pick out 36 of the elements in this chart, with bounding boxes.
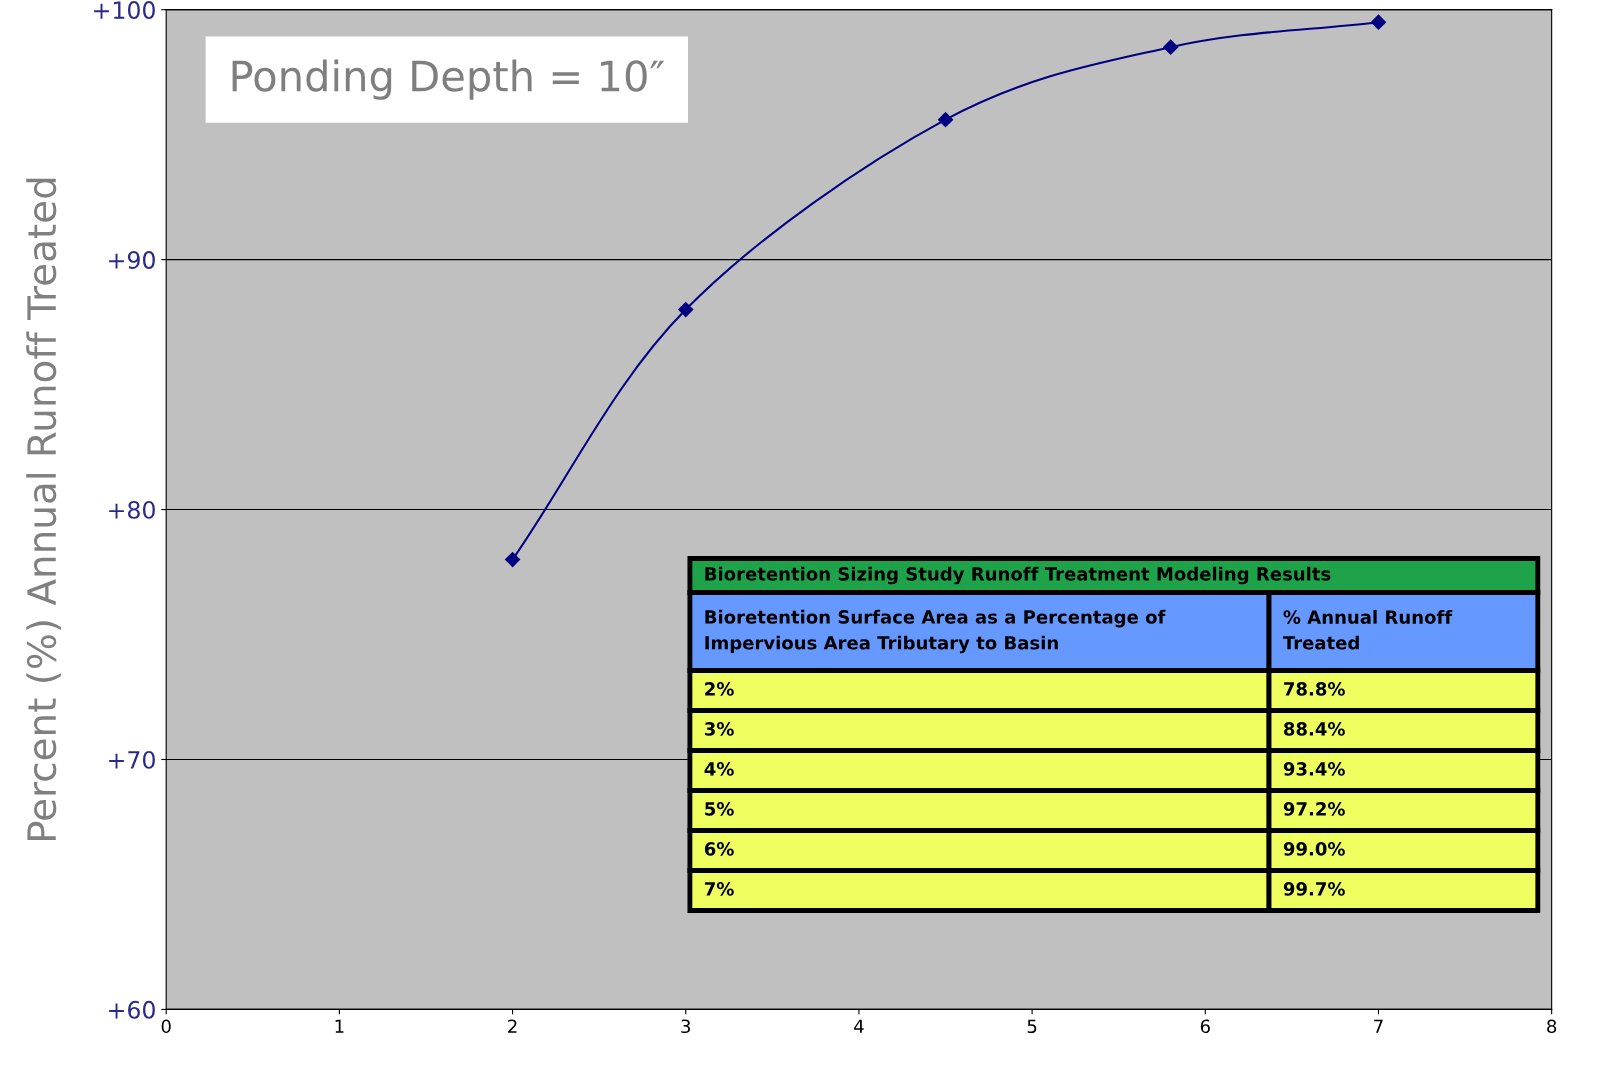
annotation: 7% <box>704 882 734 896</box>
point <box>1163 39 1179 55</box>
y-axis-title: Percent (%) Annual Runoff Treated <box>26 178 61 841</box>
annotation: 99.7% <box>1283 882 1345 896</box>
annotation: 2% <box>705 682 734 696</box>
y-tick-label: +60 <box>109 1000 155 1019</box>
x-tick-label: 8 <box>1547 1019 1557 1034</box>
annotation: 5% <box>705 802 734 816</box>
annotation: Bioretention Surface Area as a Percentage of Impervious Area Tributary to Basin <box>705 609 1166 654</box>
x-tick-label: 5 <box>1027 1019 1037 1034</box>
x-tick-label: 0 <box>161 1019 171 1034</box>
point <box>937 112 954 128</box>
point <box>1370 14 1387 30</box>
annotation: Bioretention Sizing Study Runoff Treatment Modeling Results <box>705 566 1331 585</box>
annotation: 97.2% <box>1283 802 1345 816</box>
y-tick-label: +90 <box>109 251 155 269</box>
annotation: 4% <box>704 762 734 776</box>
x-tick-label: 7 <box>1374 1019 1383 1033</box>
annotation: 6% <box>704 842 734 856</box>
point <box>678 302 694 318</box>
x-tick-label: 3 <box>681 1019 691 1034</box>
annotation: Ponding Depth = 10″ <box>232 59 665 100</box>
x-tick-label: 2 <box>508 1019 517 1033</box>
annotation: % Annual Runoff Treated <box>1282 609 1453 650</box>
y-tick-label: +70 <box>109 750 155 769</box>
y-tick-label: +100 <box>94 1 155 19</box>
annotation: 93.4% <box>1283 762 1345 776</box>
annotation: 99.0% <box>1283 842 1345 856</box>
x-tick-label: 1 <box>335 1019 344 1033</box>
x-tick-label: 6 <box>1200 1019 1210 1034</box>
annotation: 88.4% <box>1283 722 1345 736</box>
x-tick-label: 4 <box>854 1019 864 1033</box>
y-tick-label: +80 <box>109 501 155 519</box>
annotation: 78.8% <box>1284 682 1345 696</box>
point <box>504 551 521 568</box>
annotation: 3% <box>704 722 734 736</box>
